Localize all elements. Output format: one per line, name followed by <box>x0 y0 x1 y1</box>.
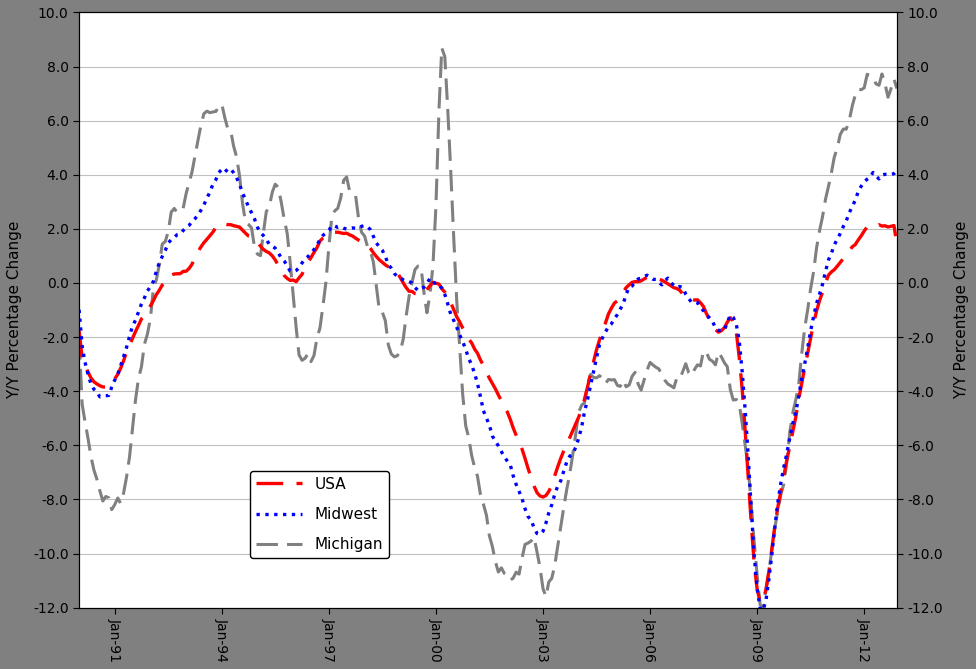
Line: Midwest: Midwest <box>79 169 897 611</box>
Y-axis label: Y/Y Percentage Change: Y/Y Percentage Change <box>955 221 969 399</box>
Line: Michigan: Michigan <box>79 48 897 608</box>
Line: USA: USA <box>79 224 897 602</box>
Y-axis label: Y/Y Percentage Change: Y/Y Percentage Change <box>7 221 21 399</box>
Legend: USA, Midwest, Michigan: USA, Midwest, Michigan <box>250 470 389 559</box>
